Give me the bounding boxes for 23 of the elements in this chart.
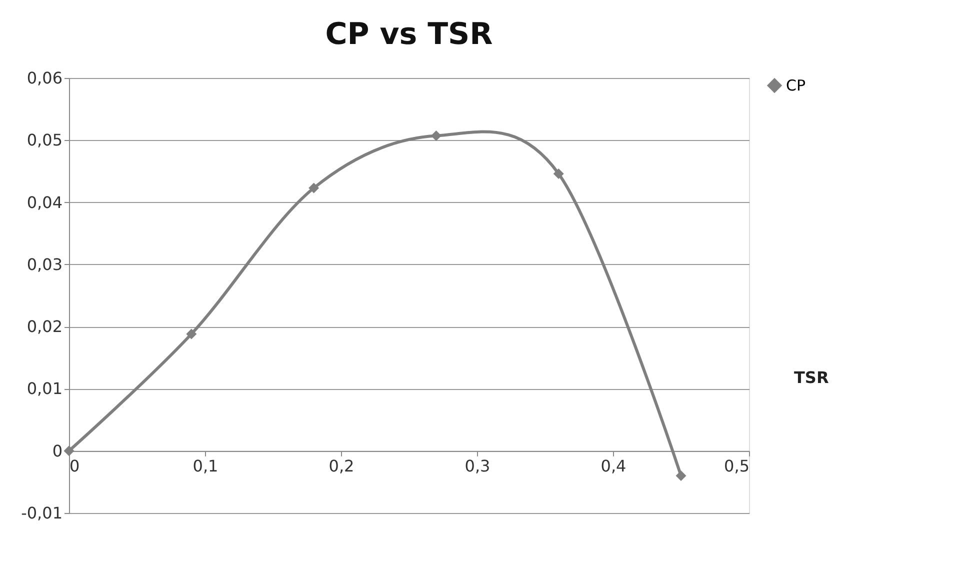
- chart-title: CP vs TSR: [325, 17, 493, 52]
- point: [676, 470, 686, 481]
- y-tick-label: 0: [52, 441, 62, 460]
- point: [64, 446, 74, 456]
- point: [430, 130, 442, 142]
- point: [186, 328, 197, 340]
- x-axis-title: TSR: [794, 368, 829, 388]
- y-tick-label: 0,05: [26, 130, 62, 150]
- x-tick-label: 0,3: [464, 456, 490, 476]
- y-tick-label: 0,02: [26, 317, 62, 336]
- point: [553, 168, 564, 179]
- y-tick-label: 0,06: [26, 68, 62, 88]
- x-tick-label: 0,1: [192, 456, 218, 476]
- y-tick-label: -0,01: [21, 504, 62, 522]
- x-tick-label: 0,5: [724, 456, 750, 476]
- point: [308, 182, 320, 194]
- y-tick-label: 0,04: [26, 192, 62, 212]
- x-tick-label: 0,4: [600, 456, 626, 476]
- x-tick-label: 0: [70, 456, 80, 476]
- y-tick-label: 0,03: [26, 254, 62, 274]
- x-tick-label: 0,2: [328, 456, 354, 476]
- legend-label: CP: [786, 76, 806, 94]
- y-tick-label: 0,01: [26, 379, 62, 398]
